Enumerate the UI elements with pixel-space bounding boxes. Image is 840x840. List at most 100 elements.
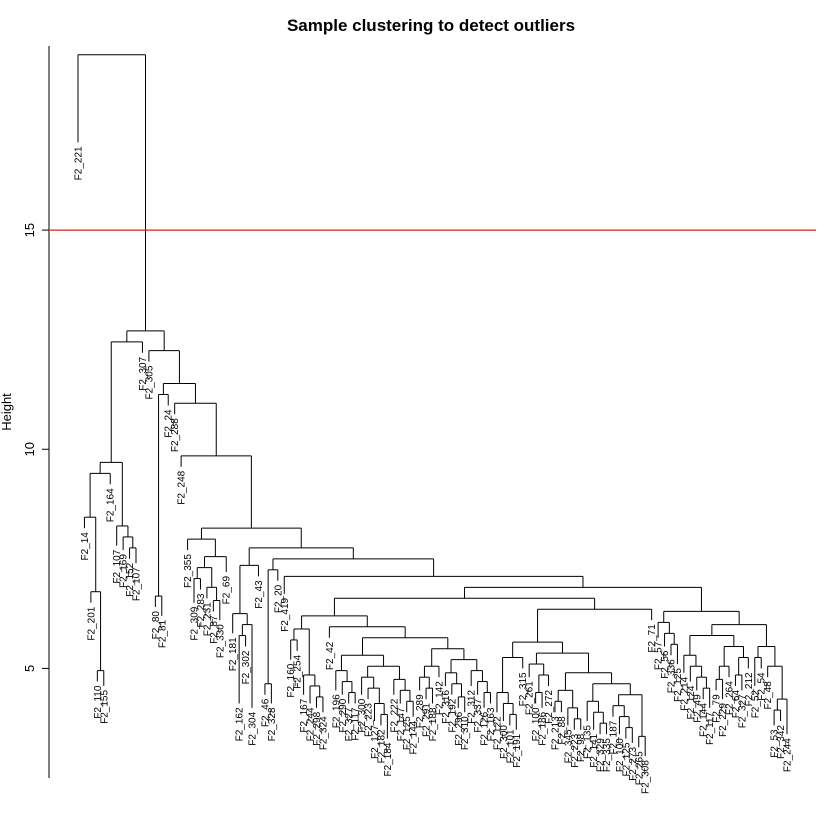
leaf-label: F2_100 (615, 738, 626, 772)
leaf-label: F2_186 (538, 711, 549, 745)
leaf-label: F2_144 (699, 703, 710, 737)
chart-title: Sample clustering to detect outliers (287, 16, 575, 35)
leaf-label: F2_182 (376, 729, 387, 763)
leaf-label: F2_229 (718, 703, 729, 737)
leaf-label: F2_127 (370, 725, 381, 759)
leaf-label: F2_231 (202, 602, 213, 636)
leaf-label: F2_54 (757, 672, 768, 701)
leaf-label: F2_342 (776, 725, 787, 759)
leaf-label: F2_110 (93, 685, 104, 719)
leaf-label: F2_273 (628, 747, 639, 781)
leaf-label: F2_126 (480, 711, 491, 745)
leaf-label: F2_302 (241, 650, 252, 684)
leaf-label: F2_46 (260, 698, 271, 727)
y-axis-label: Height (0, 393, 14, 431)
leaf-label: F2_330 (215, 624, 226, 658)
leaf-label: F2_327 (344, 707, 355, 741)
leaf-label: F2_296 (454, 711, 465, 745)
leaf-label: F2_42 (325, 641, 336, 670)
leaf-label: F2_101 (505, 729, 516, 763)
leaf-label: F2_288 (170, 418, 181, 452)
leaf-label: F2_125 (402, 716, 413, 750)
leaf-label: F2_223 (570, 733, 581, 767)
leaf-label: F2_155 (99, 690, 110, 724)
leaf-label: F2_212 (744, 672, 755, 706)
leaf-label: F2_254 (293, 654, 304, 688)
leaf-label: F2_79 (712, 694, 723, 723)
leaf-label: F2_329 (596, 738, 607, 772)
leaf-label: F2_309 (190, 606, 201, 640)
leaf-label: F2_135 (583, 725, 594, 759)
leaf-label: F2_291 (422, 703, 433, 737)
leaf-label: F2_345 (563, 729, 574, 763)
leaf-label: F2_125 (621, 742, 632, 776)
leaf-label: F2_184 (383, 742, 394, 776)
dendrogram-branches (77, 54, 788, 757)
leaf-label: F2_355 (183, 554, 194, 588)
y-tick-label: 15 (22, 223, 37, 237)
leaf-label: F2_141 (589, 733, 600, 767)
leaf-label: F2_43 (254, 580, 265, 609)
leaf-label: F2_272 (544, 690, 555, 724)
leaf-label: F2_261 (525, 681, 536, 715)
leaf-label: F2_324 (318, 716, 329, 750)
leaf-label: F2_265 (634, 751, 645, 785)
leaf-label: F2_52 (750, 690, 761, 719)
leaf-label: F2_304 (248, 711, 259, 745)
leaf-label: F2_87 (209, 615, 220, 644)
leaf-label: F2_164 (106, 488, 117, 522)
leaf-label: F2_169 (119, 554, 130, 588)
leaf-label: F2_107 (112, 549, 123, 583)
leaf-label: F2_124 (686, 685, 697, 719)
leaf-label: F2_20 (273, 584, 284, 613)
leaf-label: F2_244 (783, 738, 794, 772)
leaf-label: F2_196 (331, 694, 342, 728)
y-axis: 5 10 15 (22, 46, 50, 778)
leaf-label: F2_81 (157, 619, 168, 648)
leaf-label: F2_80 (151, 611, 162, 640)
leaf-label: F2_24 (164, 409, 175, 438)
leaf-label: F2_300 (357, 698, 368, 732)
leaf-label: F2_222 (389, 698, 400, 732)
leaf-label: F2_160 (286, 663, 297, 697)
leaf-label: F2_289 (415, 694, 426, 728)
leaf-label: F2_264 (724, 681, 735, 715)
leaf-label: F2_298 (312, 711, 323, 745)
y-tick-label: 5 (22, 665, 37, 672)
leaf-label: F2_100 (531, 707, 542, 741)
leaf-label: F2_49 (692, 694, 703, 723)
leaf-label: F2_223 (364, 703, 375, 737)
leaf-label: F2_305 (144, 365, 155, 399)
leaf-label: F2_56 (660, 650, 671, 679)
leaf-label: F2_300 (499, 725, 510, 759)
leaf-label: F2_214 (679, 676, 690, 710)
leaf-label: F2_117 (351, 707, 362, 741)
leaf-label: F2_142 (434, 681, 445, 715)
leaf-label: F2_248 (177, 470, 188, 504)
leaf-label: F2_147 (396, 707, 407, 741)
leaf-label: F2_335 (602, 738, 613, 772)
leaf-label: F2_181 (228, 637, 239, 671)
leaf-label: F2_69 (222, 576, 233, 605)
leaf-label: F2_308 (641, 760, 652, 794)
leaf-label: F2_310 (460, 716, 471, 750)
leaf-label: F2_312 (467, 690, 478, 724)
leaf-label: F2_107 (132, 567, 143, 601)
leaf-label: F2_152 (125, 562, 136, 596)
leaf-label: F2_98 (576, 733, 587, 762)
leaf-label: F2_327 (737, 694, 748, 728)
leaf-label: F2_315 (518, 672, 529, 706)
leaf-label: F2_48 (763, 681, 774, 710)
leaf-label: F2_162 (235, 707, 246, 741)
leaf-label: F2_125 (673, 668, 684, 702)
leaf-label: F2_213 (550, 716, 561, 750)
leaf-label: F2_14 (80, 532, 91, 561)
y-tick-label: 10 (22, 442, 37, 456)
leaf-label: F2_201 (86, 606, 97, 640)
leaf-label: F2_244 (306, 707, 317, 741)
leaf-label: F2_117 (705, 711, 716, 745)
leaf-label: F2_307 (138, 356, 149, 390)
leaf-label: F2_328 (267, 707, 278, 741)
